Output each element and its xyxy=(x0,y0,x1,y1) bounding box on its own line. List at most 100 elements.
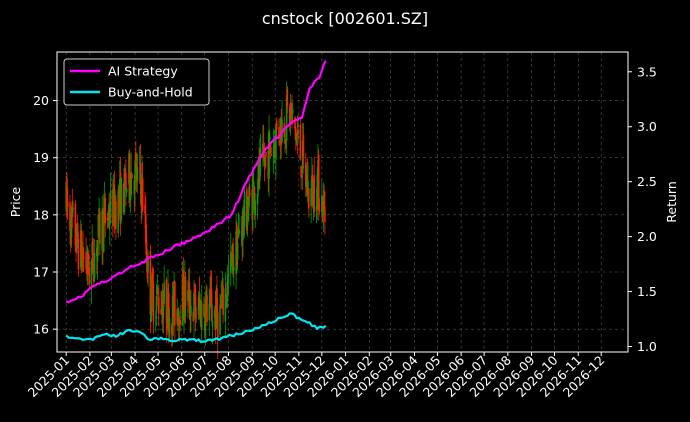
candle-body xyxy=(299,125,302,161)
candle-body xyxy=(108,207,110,222)
candle-body xyxy=(247,206,250,222)
candle-body xyxy=(268,133,270,179)
candle-body xyxy=(219,305,221,335)
candle-body xyxy=(92,238,94,271)
candle-body xyxy=(163,282,165,304)
candle-body xyxy=(291,109,294,114)
candle-body xyxy=(93,252,96,278)
candle-body xyxy=(75,247,77,252)
candle-body xyxy=(158,296,160,314)
candle-body xyxy=(198,295,201,308)
candle-body xyxy=(269,142,272,153)
candle-body xyxy=(322,196,325,216)
candle-body xyxy=(317,154,320,211)
y-right-tick-label: 2.0 xyxy=(637,229,657,244)
grid xyxy=(57,52,628,352)
candle-body xyxy=(152,284,155,322)
candle-body xyxy=(82,257,85,259)
candle-body xyxy=(254,200,257,215)
legend-label-ai-strategy: AI Strategy xyxy=(108,64,178,79)
candle-body xyxy=(203,304,205,317)
candle-body xyxy=(76,223,79,245)
candle-body xyxy=(129,195,132,200)
candle-body xyxy=(226,275,229,298)
legend-label-buy-and-hold: Buy-and-Hold xyxy=(108,85,193,100)
x-axis: 2025-012025-022025-032025-042025-052025-… xyxy=(25,352,607,400)
candle-body xyxy=(275,120,278,130)
candle-body xyxy=(216,288,218,315)
candle-body xyxy=(256,193,259,205)
candle-body xyxy=(195,316,198,318)
candle-body xyxy=(232,243,234,275)
price-candles xyxy=(65,81,326,360)
candle-body xyxy=(275,126,277,160)
candle-body xyxy=(286,88,289,106)
candle-body xyxy=(145,238,148,264)
candle-body xyxy=(222,286,224,315)
buy-and-hold-line xyxy=(65,312,327,344)
candle-body xyxy=(154,317,157,319)
y-axis-left-label: Price xyxy=(8,186,23,217)
candle-body xyxy=(308,188,310,209)
candle-body xyxy=(295,129,297,141)
candle-body xyxy=(69,202,71,231)
y-axis-right: 1.0 1.5 2.0 2.5 3.0 3.5 xyxy=(628,64,657,354)
candle-body xyxy=(253,186,256,210)
candle-body xyxy=(193,292,195,321)
candle-body xyxy=(90,260,93,286)
candle-body xyxy=(194,294,197,317)
candle-body xyxy=(174,281,176,326)
candle-body xyxy=(184,277,187,307)
candle-body xyxy=(102,211,105,252)
candle-body xyxy=(147,256,149,273)
candle-body xyxy=(72,208,74,211)
candle-body xyxy=(74,203,77,247)
candle-body xyxy=(187,290,189,302)
candle-body xyxy=(96,239,99,262)
candle-body xyxy=(204,300,207,337)
candle-body xyxy=(301,175,303,177)
candle-body xyxy=(190,305,192,316)
candle-body xyxy=(295,136,298,146)
plot-frame xyxy=(56,51,629,353)
candle-body xyxy=(136,166,139,181)
candle-body xyxy=(200,302,203,330)
candle-body xyxy=(157,293,159,295)
candle-body xyxy=(318,209,321,211)
candle-body xyxy=(236,243,239,261)
chart-title: cnstock [002601.SZ] xyxy=(262,9,428,28)
candle-body xyxy=(82,247,84,260)
candle-body xyxy=(87,253,90,274)
candle-body xyxy=(120,178,123,221)
candle-body xyxy=(259,148,262,158)
candle-body xyxy=(151,275,153,312)
candle-body xyxy=(66,200,69,207)
candle-body xyxy=(193,287,196,294)
candle-body xyxy=(243,191,246,227)
candle-body xyxy=(313,174,315,213)
candle-body xyxy=(123,168,126,212)
candle-body xyxy=(227,272,230,277)
y-left-tick-label: 20 xyxy=(33,93,49,108)
y-left-tick-label: 18 xyxy=(33,207,49,222)
candle-body xyxy=(167,292,170,333)
candle-body xyxy=(109,221,111,226)
candle-body xyxy=(301,140,304,174)
y-right-tick-label: 3.0 xyxy=(637,119,657,134)
candle-body xyxy=(252,184,254,214)
candle-body xyxy=(238,229,240,234)
candle-body xyxy=(323,202,325,206)
candle-body xyxy=(88,266,90,285)
y-right-tick-label: 3.5 xyxy=(637,64,657,79)
y-left-tick-label: 17 xyxy=(33,265,49,280)
y-axis-left: 16 17 18 19 20 xyxy=(33,93,57,337)
candle-body xyxy=(278,127,280,140)
y-right-tick-label: 1.0 xyxy=(637,339,657,354)
candle-body xyxy=(268,137,271,140)
candle-body xyxy=(128,153,131,196)
candle-body xyxy=(149,251,152,315)
candle-body xyxy=(211,320,214,327)
legend-box xyxy=(63,58,210,106)
candle-body xyxy=(86,267,88,273)
candle-body xyxy=(270,154,273,156)
